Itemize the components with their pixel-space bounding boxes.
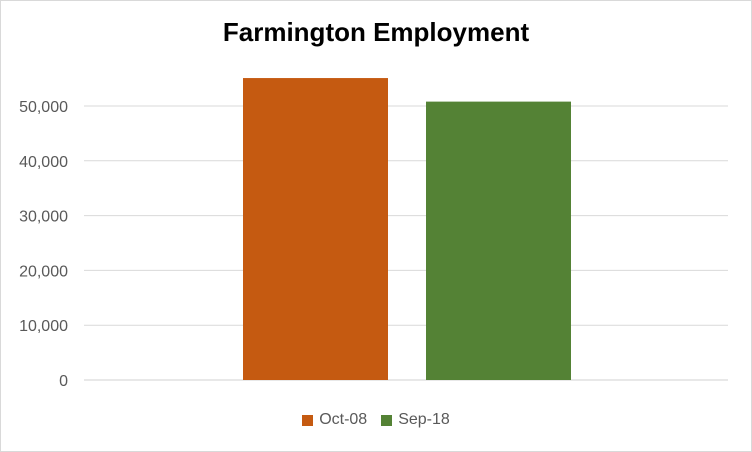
chart-title: Farmington Employment [222, 17, 530, 47]
y-tick-label: 0 [59, 373, 68, 390]
legend-item-oct-08: Oct-08 [302, 411, 367, 429]
legend-label-sep-18: Sep-18 [398, 411, 450, 428]
gridlines [84, 105, 728, 381]
y-tick-label: 40,000 [19, 154, 68, 171]
y-axis: 0 10,000 20,000 30,000 40,000 50,000 [19, 99, 68, 390]
y-tick-label: 30,000 [19, 209, 68, 226]
bar-oct-08 [243, 78, 388, 380]
bars [243, 78, 571, 380]
legend-swatch-oct-08 [302, 414, 314, 426]
bar-sep-18 [426, 101, 571, 380]
y-tick-label: 20,000 [19, 263, 68, 280]
y-tick-label: 10,000 [19, 318, 68, 335]
legend-swatch-sep-18 [381, 414, 393, 426]
y-tick-label: 50,000 [19, 99, 68, 116]
legend: Oct-08 Sep-18 [1, 411, 751, 429]
legend-label-oct-08: Oct-08 [319, 411, 368, 428]
legend-item-sep-18: Sep-18 [381, 411, 450, 429]
